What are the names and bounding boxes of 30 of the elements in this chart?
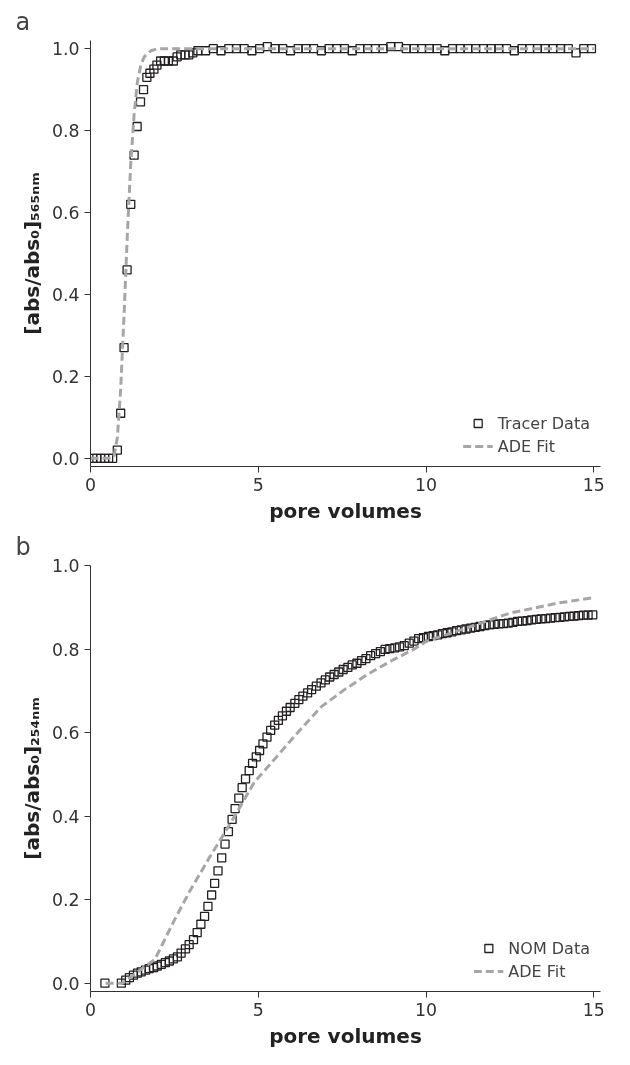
x-tick-label: 5 (252, 474, 264, 495)
y-axis-title: [abs/abs₀]₅₆₅ₙₘ (19, 172, 44, 335)
y-tick-label: 0.6 (51, 723, 80, 744)
text: b (15, 532, 31, 561)
y-tick-label: 0.0 (51, 448, 80, 469)
y-tick-label: 0.4 (51, 806, 80, 827)
legend-label: ADE Fit (508, 961, 566, 981)
x-tick-label: 10 (415, 999, 438, 1020)
x-tick-label: 15 (582, 474, 605, 495)
y-tick-label: 0.2 (51, 366, 80, 387)
y-tick-label: 1.0 (51, 556, 80, 576)
x-axis-title: pore volumes (269, 498, 422, 523)
legend-label: NOM Data (508, 938, 590, 958)
y-tick-label: 0.0 (51, 973, 80, 994)
x-axis-title: pore volumes (269, 1023, 422, 1048)
x-tick-label: 0 (84, 474, 97, 495)
y-tick-label: 0.6 (51, 203, 80, 224)
x-tick-label: 15 (582, 999, 605, 1020)
y-axis-title: [abs/abs₀]₂₅₄ₙₘ (19, 697, 44, 860)
y-tick-label: 0.2 (51, 890, 80, 911)
legend-label: ADE Fit (497, 436, 555, 456)
y-tick-label: 1.0 (51, 39, 80, 60)
y-tick-label: 0.8 (51, 121, 80, 142)
x-tick-label: 10 (415, 474, 438, 495)
x-tick-label: 0 (84, 999, 97, 1020)
x-tick-label: 5 (252, 999, 264, 1020)
y-tick-label: 0.4 (51, 284, 80, 305)
text: a (15, 7, 31, 36)
legend-label: Tracer Data (497, 413, 590, 433)
y-tick-label: 0.8 (51, 639, 80, 660)
